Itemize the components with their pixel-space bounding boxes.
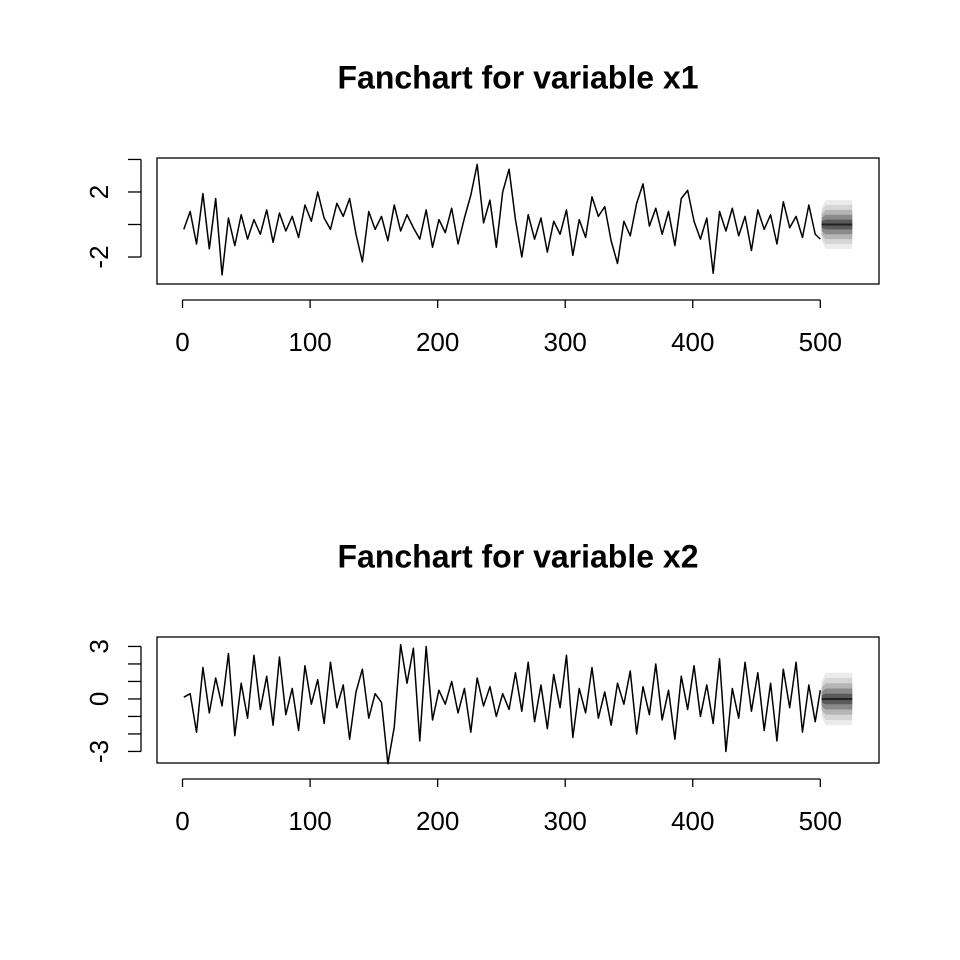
x-tick-label: 0 [175,806,189,836]
y-tick-label: 2 [84,185,114,199]
x-tick-label: 400 [671,806,714,836]
chart-title: Fanchart for variable x2 [337,538,698,574]
series-line [183,643,822,765]
x-tick-label: 300 [544,806,587,836]
plot-box [156,157,880,285]
series-line [183,163,821,276]
x-tick-label: 200 [416,327,459,357]
x-tick-label: 400 [671,327,714,357]
y-tick-label: -3 [84,740,114,763]
y-tick-label: 0 [84,692,114,706]
x-tick-label: 500 [799,806,842,836]
y-tick-label: 3 [84,639,114,653]
plot-box [156,636,880,764]
x-tick-label: 0 [175,327,189,357]
chart-title: Fanchart for variable x1 [337,59,698,95]
x-tick-label: 100 [288,806,331,836]
x-tick-label: 100 [288,327,331,357]
x-tick-label: 300 [544,327,587,357]
x-tick-label: 500 [799,327,842,357]
x-tick-label: 200 [416,806,459,836]
y-tick-label: -2 [84,245,114,268]
